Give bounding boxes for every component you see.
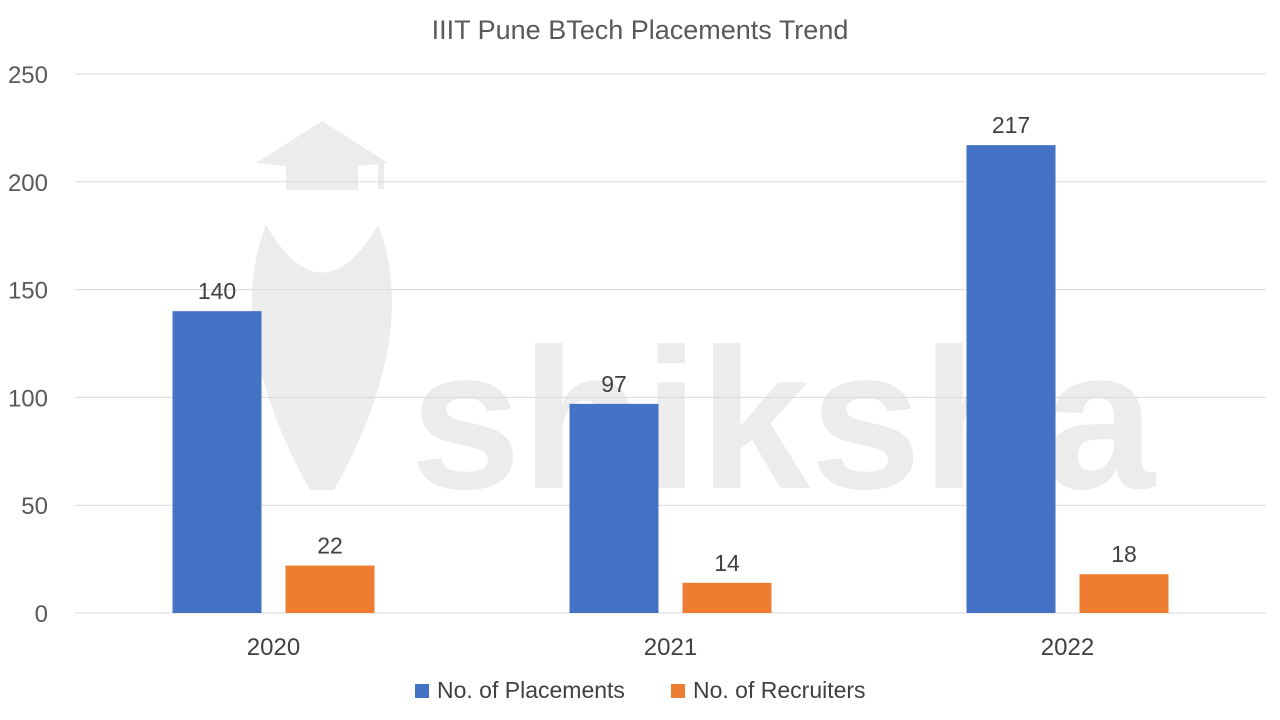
chart-title: IIIT Pune BTech Placements Trend bbox=[432, 15, 849, 45]
x-axis: 2020 2021 2022 bbox=[247, 634, 1094, 661]
x-tick-label: 2022 bbox=[1041, 634, 1094, 661]
data-label: 18 bbox=[1111, 541, 1137, 567]
y-tick-label: 100 bbox=[8, 385, 48, 412]
y-tick-label: 150 bbox=[8, 278, 48, 305]
bars bbox=[172, 145, 1169, 613]
bar bbox=[569, 403, 659, 613]
data-labels: 140 22 97 14 217 18 bbox=[198, 112, 1137, 576]
gridlines bbox=[75, 73, 1266, 614]
data-label: 140 bbox=[198, 278, 236, 304]
graduation-cap-icon bbox=[252, 121, 392, 490]
y-axis: 0 50 100 150 200 250 bbox=[8, 62, 48, 628]
legend-label: No. of Placements bbox=[437, 677, 625, 703]
y-tick-label: 0 bbox=[35, 601, 48, 628]
data-label: 97 bbox=[601, 371, 627, 397]
x-tick-label: 2020 bbox=[247, 634, 300, 661]
data-label: 22 bbox=[317, 533, 343, 559]
legend-swatch bbox=[671, 684, 685, 698]
y-tick-label: 200 bbox=[8, 170, 48, 197]
y-tick-label: 50 bbox=[21, 493, 48, 520]
data-label: 14 bbox=[714, 550, 740, 576]
legend-swatch bbox=[415, 684, 429, 698]
legend: No. of Placements No. of Recruiters bbox=[415, 677, 866, 703]
bar bbox=[285, 565, 375, 613]
bar bbox=[966, 145, 1056, 613]
bar bbox=[1079, 574, 1169, 613]
bar bbox=[682, 582, 772, 613]
y-tick-label: 250 bbox=[8, 62, 48, 89]
data-label: 217 bbox=[992, 112, 1030, 138]
legend-label: No. of Recruiters bbox=[693, 677, 866, 703]
x-tick-label: 2021 bbox=[644, 634, 697, 661]
bar bbox=[172, 311, 262, 613]
